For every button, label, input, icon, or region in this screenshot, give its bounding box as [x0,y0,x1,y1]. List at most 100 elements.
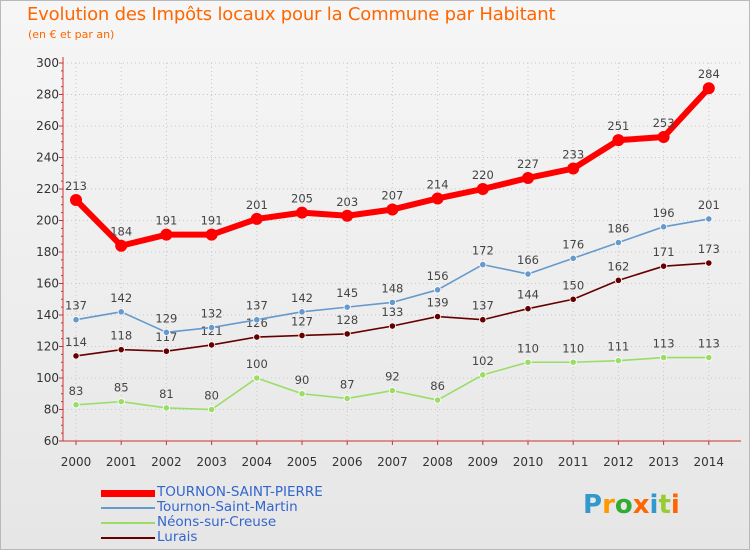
data-point [160,228,173,241]
data-point [298,390,306,398]
logo-letter: P [583,490,603,520]
y-tick-label: 180 [36,245,59,259]
data-label: 220 [472,168,494,182]
data-label: 110 [562,341,584,355]
legend-label: Lurais [157,529,198,545]
data-point [569,295,577,303]
legend-swatch [101,490,155,497]
data-label: 150 [562,278,584,292]
data-point [298,308,306,316]
data-point [479,260,487,269]
data-label: 83 [69,384,84,398]
data-label: 114 [65,335,87,349]
y-tick-label: 140 [36,308,59,322]
data-point [524,358,532,366]
data-point [705,215,713,223]
legend-swatch [101,537,155,539]
data-point [702,82,715,95]
data-point [476,183,489,195]
data-point [479,371,487,379]
data-label: 201 [246,198,268,212]
y-tick-label: 240 [36,151,59,165]
data-point [567,162,580,175]
data-label: 128 [336,313,358,327]
data-point [659,223,668,231]
data-label: 214 [427,177,449,191]
data-label: 186 [607,222,629,236]
data-label: 166 [517,253,539,267]
legend-swatch [101,522,155,524]
data-point [253,316,261,324]
x-tick-label: 2012 [603,455,634,469]
data-label: 191 [201,214,223,228]
data-point [208,341,216,349]
data-label: 145 [336,286,358,300]
y-tick-label: 100 [36,371,59,385]
data-label: 117 [155,330,177,344]
x-tick-label: 2003 [196,455,227,469]
data-point [431,192,444,205]
data-label: 92 [385,370,400,384]
data-label: 87 [340,377,355,391]
data-point [524,270,532,278]
y-tick-label: 200 [36,214,59,228]
logo-letter: i [649,490,659,520]
data-point [250,212,263,225]
data-point [388,386,396,395]
data-label: 142 [291,291,313,305]
data-point [386,203,399,216]
data-label: 137 [65,299,87,313]
y-tick-label: 300 [36,56,59,70]
data-point [388,298,396,306]
logo-letter: o [614,490,633,520]
data-label: 253 [653,116,675,130]
x-tick-label: 2011 [558,455,589,469]
data-point [705,353,713,362]
data-label: 227 [517,157,539,171]
data-point [433,286,442,294]
data-point [208,405,216,414]
data-point [162,328,170,336]
data-label: 148 [381,281,403,295]
data-point [524,305,532,313]
data-point [72,352,80,360]
data-label: 102 [472,354,494,368]
data-point [614,276,623,284]
legend-label: Tournon-Saint-Martin [157,499,298,515]
legend-label: Néons-sur-Creuse [157,514,277,530]
x-tick-label: 2006 [332,455,363,469]
data-label: 176 [562,237,584,251]
data-label: 133 [381,305,403,319]
x-tick-label: 2013 [648,455,679,469]
x-tick-label: 2004 [242,455,273,469]
data-label: 137 [246,299,268,313]
data-label: 129 [155,311,177,325]
x-tick-label: 2010 [513,455,544,469]
data-point [659,353,668,362]
chart-title: Evolution des Impôts locaux pour la Comm… [27,4,556,25]
data-point [117,346,125,354]
data-label: 156 [427,269,449,283]
data-label: 191 [155,214,177,228]
logo-letter: r [602,490,615,520]
data-point [253,374,261,382]
data-label: 162 [607,259,629,273]
data-point [569,254,577,262]
logo-letter: x [632,490,650,520]
data-point [479,316,487,324]
y-tick-label: 160 [36,277,59,291]
data-label: 171 [653,245,675,259]
data-label: 118 [110,329,132,343]
data-point [296,206,308,219]
legend-label: TOURNON-SAINT-PIERRE [157,484,323,500]
data-label: 196 [653,206,675,220]
x-tick-label: 2009 [468,455,499,469]
data-label: 90 [295,373,310,387]
data-label: 172 [472,244,494,258]
data-point [72,401,80,409]
data-label: 110 [517,341,539,355]
data-point [72,316,80,324]
data-point [298,331,306,340]
data-point [433,396,442,404]
